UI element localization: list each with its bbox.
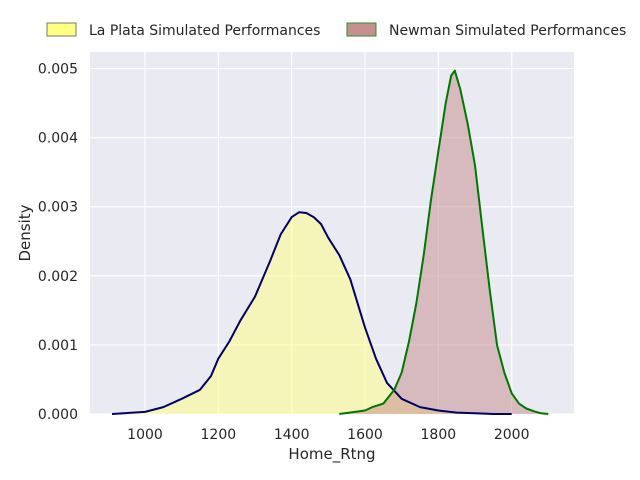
x-tick-label: 1800	[421, 427, 457, 443]
legend-swatch-0	[46, 22, 77, 37]
y-tick-label: 0.002	[38, 269, 78, 285]
y-tick-label: 0.003	[38, 200, 78, 216]
density-line-0	[111, 211, 512, 415]
legend-label-1: Newman Simulated Performances	[389, 23, 626, 39]
y-tick-label: 0.005	[38, 62, 78, 78]
density-areas	[111, 69, 549, 415]
x-tick-label: 2000	[494, 427, 530, 443]
x-tick-label: 1200	[201, 427, 237, 443]
x-axis-label: Home_Rtng	[288, 445, 375, 464]
y-tick-labels: 0.000 0.001 0.002 0.003 0.004 0.005	[38, 62, 78, 423]
legend: La Plata Simulated Performances Newman Si…	[46, 22, 626, 39]
y-tick-label: 0.000	[38, 407, 78, 423]
x-tick-labels: 1000 1200 1400 1600 1800 2000	[127, 427, 529, 443]
y-axis-label: Density	[16, 204, 34, 261]
y-tick-label: 0.001	[38, 338, 78, 354]
x-tick-label: 1000	[127, 427, 163, 443]
density-area-1	[339, 70, 549, 414]
density-line-1	[339, 69, 549, 415]
legend-label-0: La Plata Simulated Performances	[89, 23, 320, 39]
x-tick-label: 1400	[274, 427, 310, 443]
legend-swatch-1	[346, 22, 377, 37]
x-tick-label: 1600	[347, 427, 383, 443]
density-area-0	[112, 212, 512, 414]
y-tick-label: 0.004	[38, 131, 78, 147]
